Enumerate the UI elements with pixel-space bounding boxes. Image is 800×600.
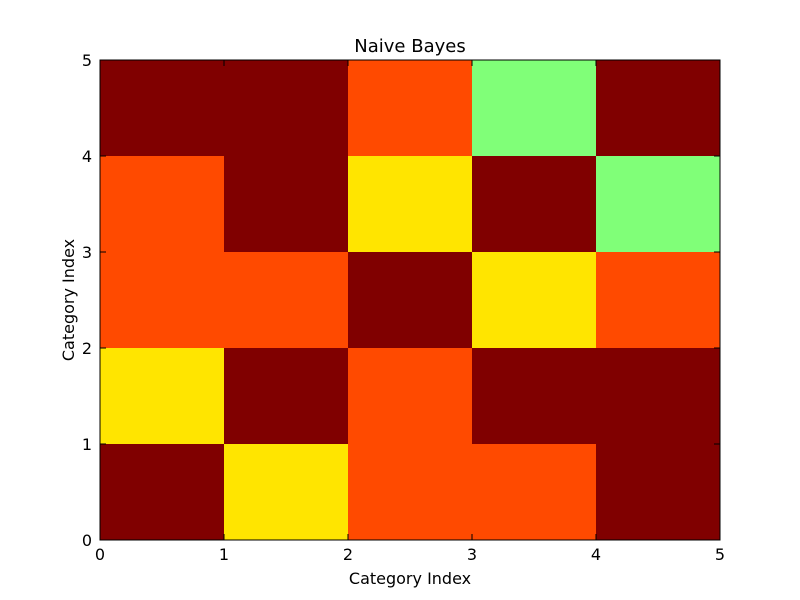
heatmap-cell-r4-c3 xyxy=(472,60,596,156)
heatmap-cell-r2-c0 xyxy=(100,252,224,348)
heatmap-cell-r1-c3 xyxy=(472,348,596,444)
x-tick-label: 0 xyxy=(95,545,105,564)
heatmap-cell-r4-c0 xyxy=(100,60,224,156)
heatmap-cell-r2-c2 xyxy=(348,252,472,348)
y-tick-label: 3 xyxy=(82,243,92,262)
heatmap-cell-r2-c4 xyxy=(596,252,720,348)
heatmap-cell-r1-c4 xyxy=(596,348,720,444)
x-tick-label: 2 xyxy=(343,545,353,564)
heatmap-cell-r2-c1 xyxy=(224,252,348,348)
x-tick-label: 5 xyxy=(715,545,725,564)
heatmap-cell-r0-c1 xyxy=(224,444,348,540)
y-tick-label: 0 xyxy=(82,531,92,550)
plot-frame xyxy=(99,59,721,541)
heatmap-cell-r0-c3 xyxy=(472,444,596,540)
y-tick-label: 4 xyxy=(82,147,92,166)
heatmap-cell-r4-c2 xyxy=(348,60,472,156)
heatmap-cell-r4-c1 xyxy=(224,60,348,156)
heatmap-cell-r3-c3 xyxy=(472,156,596,252)
heatmap-cell-r3-c4 xyxy=(596,156,720,252)
heatmap-cell-r0-c0 xyxy=(100,444,224,540)
y-tick-label: 5 xyxy=(82,51,92,70)
x-axis-ticks: 0 1 2 3 4 5 xyxy=(95,60,725,564)
y-axis-label: Category Index xyxy=(59,239,78,361)
y-tick-label: 2 xyxy=(82,339,92,358)
heatmap-cell-r1-c0 xyxy=(100,348,224,444)
heatmap-cell-r3-c0 xyxy=(100,156,224,252)
chart-title: Naive Bayes xyxy=(354,36,465,57)
heatmap-cell-r0-c4 xyxy=(596,444,720,540)
x-tick-label: 1 xyxy=(219,545,229,564)
heatmap-cell-r1-c1 xyxy=(224,348,348,444)
x-tick-label: 3 xyxy=(467,545,477,564)
heatmap-cell-r3-c2 xyxy=(348,156,472,252)
heatmap-cell-r3-c1 xyxy=(224,156,348,252)
x-axis-label: Category Index xyxy=(349,569,471,588)
heatmap-cell-r2-c3 xyxy=(472,252,596,348)
y-tick-label: 1 xyxy=(82,435,92,454)
heatmap-cells xyxy=(100,60,720,540)
heatmap-cell-r0-c2 xyxy=(348,444,472,540)
y-axis-ticks: 0 1 2 3 4 5 xyxy=(82,51,720,550)
heatmap-cell-r1-c2 xyxy=(348,348,472,444)
x-tick-label: 4 xyxy=(591,545,601,564)
heatmap-cell-r4-c4 xyxy=(596,60,720,156)
